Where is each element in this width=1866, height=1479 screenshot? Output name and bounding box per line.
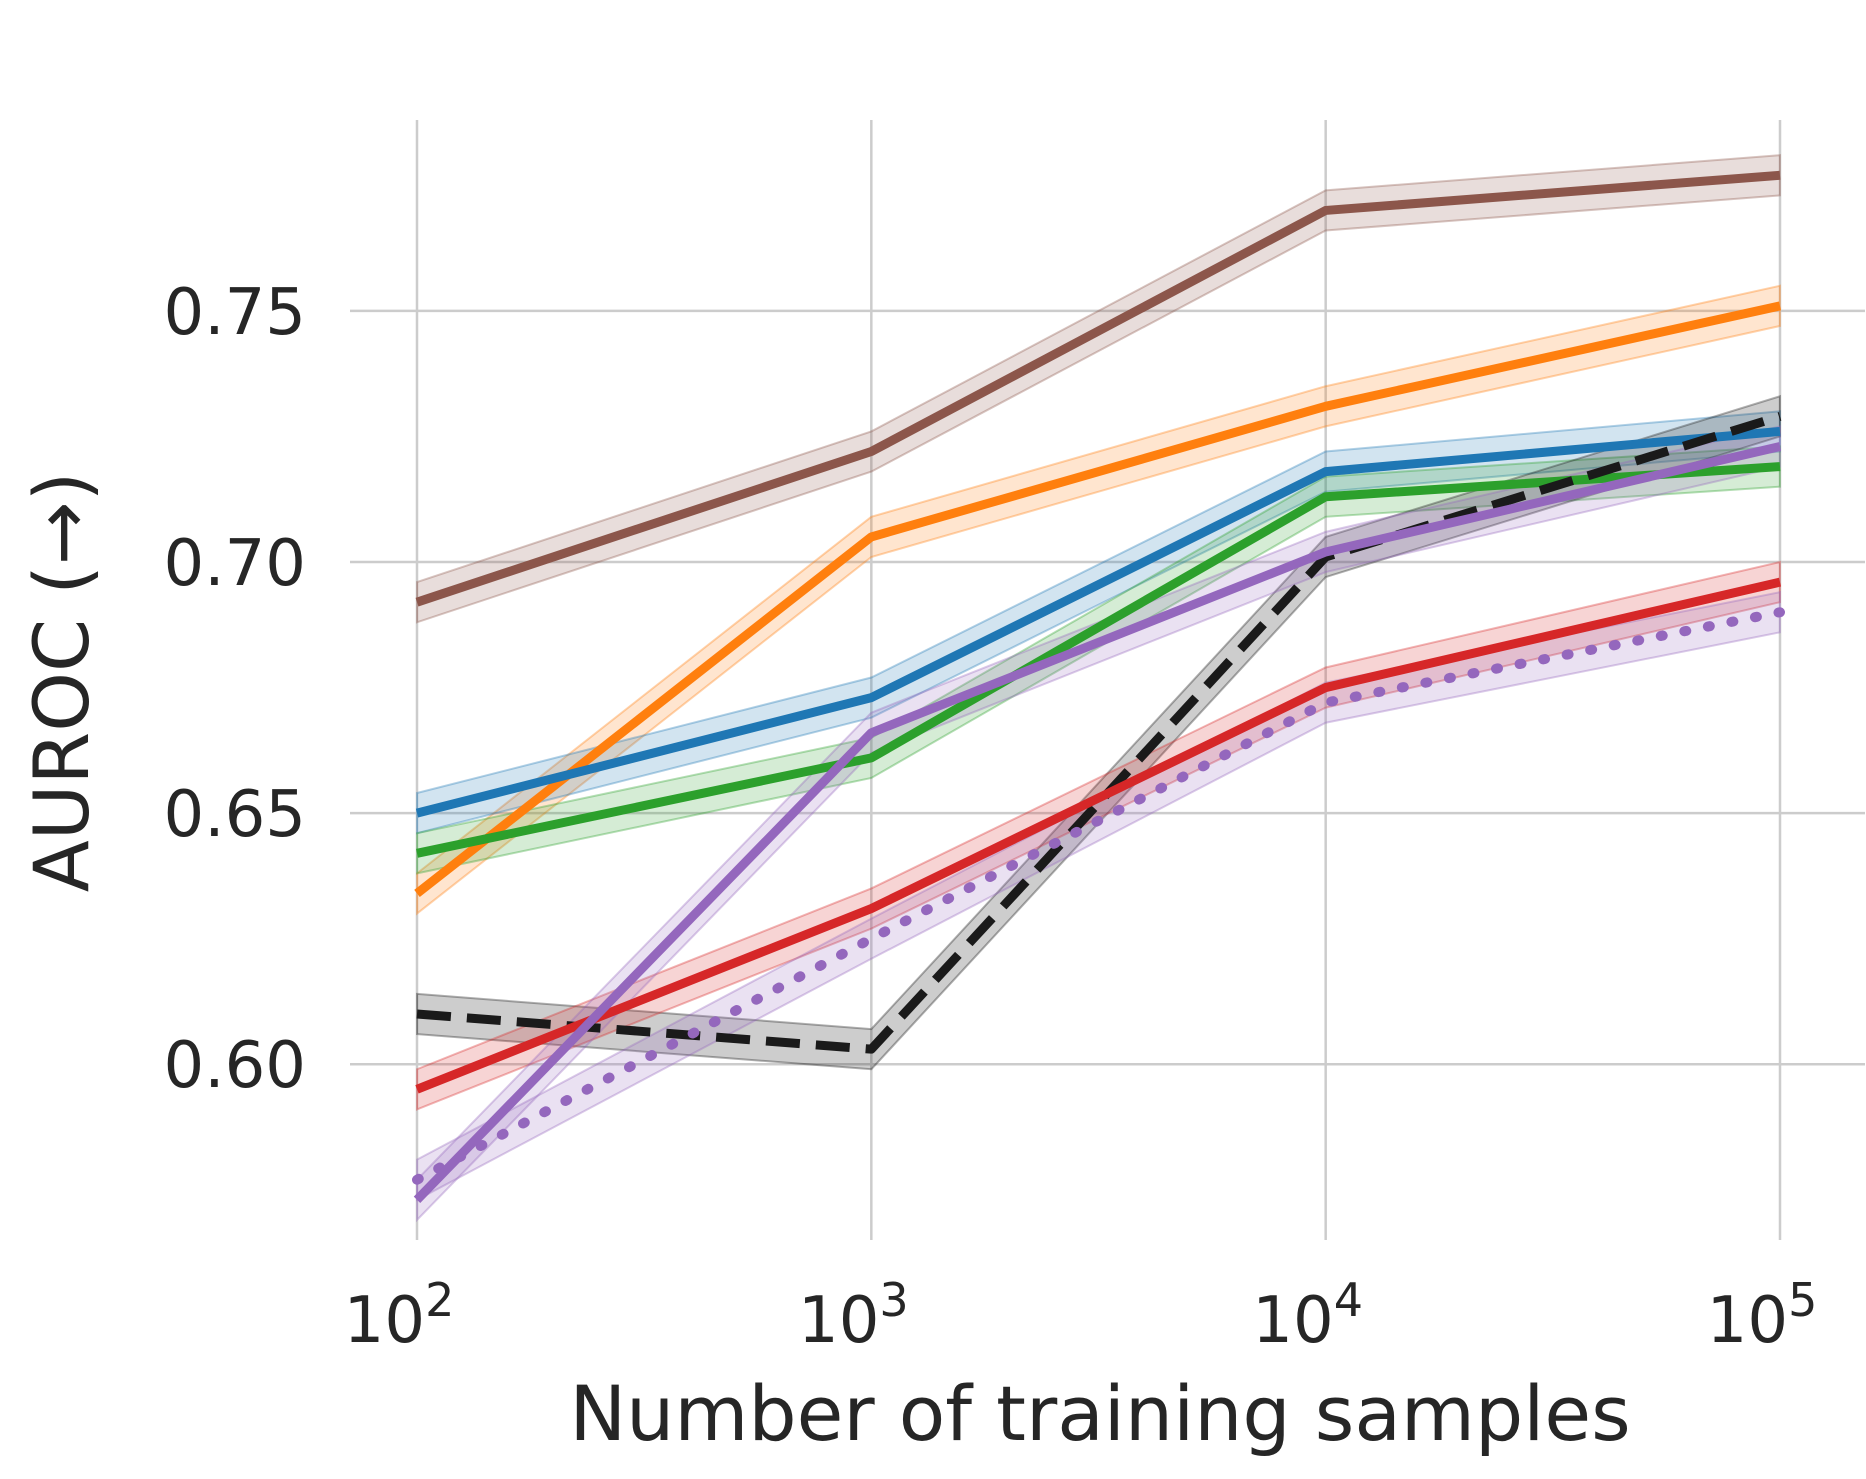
y-tick-label: 0.75: [164, 276, 307, 350]
line-black-dashed: [416, 412, 1782, 1054]
line-brown: [415, 170, 1781, 607]
y-tick-label: 0.70: [164, 527, 307, 601]
line-blue: [415, 426, 1781, 818]
x-tick-labels: 102 103 104 105: [344, 1273, 1818, 1358]
x-tick-label: 103: [798, 1273, 909, 1358]
y-tick-label: 0.65: [164, 778, 307, 852]
line-purple-dotted: [412, 607, 1785, 1185]
grid: [350, 120, 1865, 1240]
line-red: [415, 577, 1782, 1094]
y-axis-label: AUROC (→): [17, 472, 106, 892]
series-lines: [412, 170, 1785, 1203]
confidence-bands: [416, 154, 1781, 1223]
band-purple-dotted: [416, 590, 1781, 1202]
line-green: [416, 462, 1781, 858]
band-green: [416, 445, 1781, 875]
band-orange: [416, 284, 1781, 916]
x-tick-label: 102: [344, 1273, 455, 1358]
y-tick-label: 0.60: [164, 1029, 307, 1103]
line-purple: [413, 442, 1782, 1203]
y-tick-labels: 0.60 0.65 0.70 0.75: [164, 276, 307, 1103]
x-tick-label: 104: [1252, 1273, 1363, 1358]
line-orange: [414, 301, 1781, 898]
x-tick-label: 105: [1707, 1273, 1818, 1358]
band-brown: [416, 154, 1781, 624]
x-axis-label: Number of training samples: [569, 1369, 1630, 1458]
